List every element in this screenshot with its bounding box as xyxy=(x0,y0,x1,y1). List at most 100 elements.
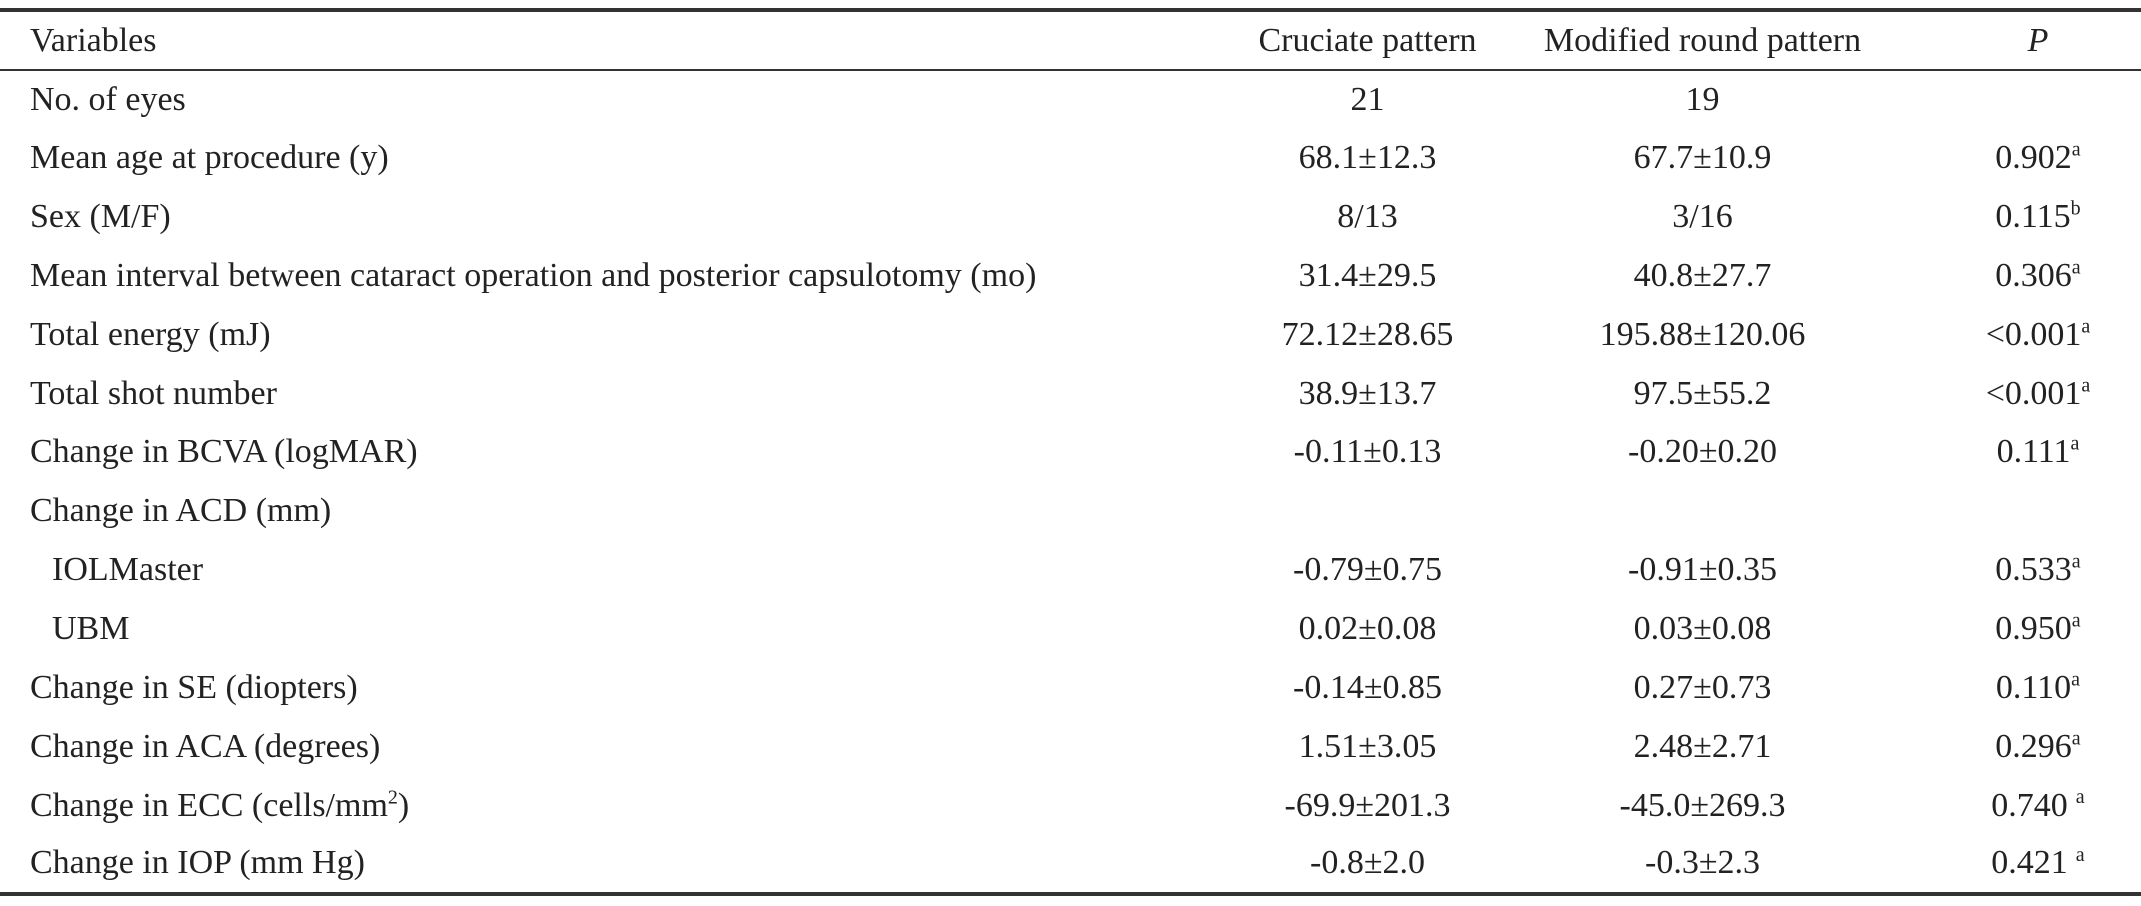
modified-value: 19 xyxy=(1685,80,1720,118)
row-label: Mean interval between cataract operation… xyxy=(30,256,1037,294)
table-row: IOLMaster -0.79±0.75 -0.91±0.35 0.533a xyxy=(0,541,2141,600)
p-value-cell: 0.740 a xyxy=(1875,776,2141,835)
row-label: Change in ECC (cells/mm2) xyxy=(0,776,1205,835)
modified-value: -0.91±0.35 xyxy=(1628,551,1777,589)
p-footnote-marker: b xyxy=(2070,197,2081,220)
header-p-value: P xyxy=(1875,8,2141,71)
p-value: <0.001 xyxy=(1985,315,2082,353)
p-value: 0.115 xyxy=(1995,198,2071,236)
modified-value: 40.8±27.7 xyxy=(1633,256,1772,294)
table-row: UBM 0.02±0.08 0.03±0.08 0.950a xyxy=(0,600,2141,659)
p-value-cell xyxy=(1875,70,2141,129)
p-footnote-marker: a xyxy=(2071,138,2081,161)
row-label: Change in BCVA (logMAR) xyxy=(30,433,418,471)
modified-value: -0.3±2.3 xyxy=(1530,834,1875,896)
p-value: 0.533 xyxy=(1995,551,2072,589)
row-label: Change in ACA (degrees) xyxy=(30,727,381,765)
p-footnote-marker: a xyxy=(2075,786,2085,809)
p-footnote-marker: a xyxy=(2081,374,2091,397)
table-row: No. of eyes 21 19 xyxy=(0,70,2141,129)
p-value-cell: <0.001a xyxy=(1875,305,2141,364)
row-label: Mean age at procedure (y) xyxy=(30,139,389,177)
cruciate-value: -0.79±0.75 xyxy=(1293,551,1442,589)
table-row: Change in ACD (mm) xyxy=(0,482,2141,541)
row-label-text: Change in ECC (cells/mm xyxy=(30,786,388,824)
cruciate-value: 38.9±13.7 xyxy=(1298,374,1437,412)
p-footnote-marker: a xyxy=(2081,315,2091,338)
modified-value: 0.27±0.73 xyxy=(1633,668,1772,706)
p-value-cell: 0.111a xyxy=(1875,423,2141,482)
results-table: Variables Cruciate pattern Modified roun… xyxy=(0,8,2141,896)
p-value: 0.902 xyxy=(1995,139,2072,177)
cruciate-value: 1.51±3.05 xyxy=(1298,727,1437,765)
p-value-cell: 0.902a xyxy=(1875,129,2141,188)
cruciate-value: 8/13 xyxy=(1337,198,1398,236)
table-row: Change in IOP (mm Hg) -0.8±2.0 -0.3±2.3 … xyxy=(0,834,2141,896)
row-label: Change in SE (diopters) xyxy=(30,668,358,706)
p-value: 0.421 xyxy=(1991,844,2068,882)
header-cruciate-pattern: Cruciate pattern xyxy=(1205,8,1530,71)
cruciate-value: 72.12±28.65 xyxy=(1281,315,1454,353)
table-row: Change in ECC (cells/mm2) -69.9±201.3 -4… xyxy=(0,776,2141,835)
p-value: 0.740 xyxy=(1991,786,2068,824)
p-value-cell: 0.533a xyxy=(1875,541,2141,600)
p-value-cell: 0.110a xyxy=(1875,658,2141,717)
modified-value: -0.20±0.20 xyxy=(1628,433,1777,471)
p-value: 0.296 xyxy=(1995,727,2072,765)
modified-value: 0.03±0.08 xyxy=(1633,610,1772,648)
row-label: Change in ACD (mm) xyxy=(30,492,332,530)
cruciate-value: -69.9±201.3 xyxy=(1284,786,1451,824)
p-value-cell: 0.306a xyxy=(1875,247,2141,306)
cruciate-value xyxy=(1205,482,1530,541)
modified-value: 195.88±120.06 xyxy=(1599,315,1806,353)
header-variables: Variables xyxy=(0,8,1205,71)
table-row: Change in SE (diopters) -0.14±0.85 0.27±… xyxy=(0,658,2141,717)
p-value-cell: 0.421 a xyxy=(1875,834,2141,896)
table-row: Total shot number 38.9±13.7 97.5±55.2 <0… xyxy=(0,364,2141,423)
modified-value xyxy=(1530,482,1875,541)
p-footnote-marker: a xyxy=(2071,609,2081,632)
row-label: Total shot number xyxy=(30,374,277,412)
row-label-closing: ) xyxy=(397,786,410,824)
cruciate-value: 0.02±0.08 xyxy=(1298,610,1437,648)
cruciate-value: -0.11±0.13 xyxy=(1293,433,1442,471)
p-value: <0.001 xyxy=(1985,374,2082,412)
p-value-cell: 0.115b xyxy=(1875,188,2141,247)
row-label: Total energy (mJ) xyxy=(30,315,271,353)
row-label: UBM xyxy=(52,610,130,648)
p-footnote-marker: a xyxy=(2070,433,2080,456)
table-row: Change in BCVA (logMAR) -0.11±0.13 -0.20… xyxy=(0,423,2141,482)
p-value-cell: <0.001a xyxy=(1875,364,2141,423)
p-footnote-marker: a xyxy=(2071,668,2081,691)
cruciate-value: -0.14±0.85 xyxy=(1293,668,1442,706)
p-footnote-marker: a xyxy=(2071,550,2081,573)
modified-value: 97.5±55.2 xyxy=(1633,374,1772,412)
table-row: Mean age at procedure (y) 68.1±12.3 67.7… xyxy=(0,129,2141,188)
table-row: Mean interval between cataract operation… xyxy=(0,247,2141,306)
p-value: 0.950 xyxy=(1995,610,2072,648)
table-row: Total energy (mJ) 72.12±28.65 195.88±120… xyxy=(0,305,2141,364)
modified-value: 67.7±10.9 xyxy=(1633,139,1772,177)
modified-value: 2.48±2.71 xyxy=(1633,727,1772,765)
table-row: Change in ACA (degrees) 1.51±3.05 2.48±2… xyxy=(0,717,2141,776)
p-value: 0.111 xyxy=(1996,433,2071,471)
cruciate-value: 68.1±12.3 xyxy=(1298,139,1437,177)
modified-value: -45.0±269.3 xyxy=(1619,786,1786,824)
row-label: No. of eyes xyxy=(30,80,186,118)
cruciate-value: -0.8±2.0 xyxy=(1205,834,1530,896)
cruciate-value: 21 xyxy=(1350,80,1385,118)
p-footnote-marker: a xyxy=(2071,727,2081,750)
modified-value: 3/16 xyxy=(1672,198,1733,236)
table-row: Sex (M/F) 8/13 3/16 0.115b xyxy=(0,188,2141,247)
p-footnote-marker: a xyxy=(2071,256,2081,279)
header-modified-round-pattern: Modified round pattern xyxy=(1530,8,1875,71)
unit-superscript: 2 xyxy=(387,786,398,809)
row-label: IOLMaster xyxy=(52,551,204,589)
p-value: 0.306 xyxy=(1995,256,2072,294)
p-value-cell xyxy=(1875,482,2141,541)
p-value-cell: 0.296a xyxy=(1875,717,2141,776)
table-header-row: Variables Cruciate pattern Modified roun… xyxy=(0,8,2141,71)
p-footnote-marker: a xyxy=(2075,844,2085,867)
cruciate-value: 31.4±29.5 xyxy=(1298,256,1437,294)
row-label: Change in IOP (mm Hg) xyxy=(0,834,1205,896)
